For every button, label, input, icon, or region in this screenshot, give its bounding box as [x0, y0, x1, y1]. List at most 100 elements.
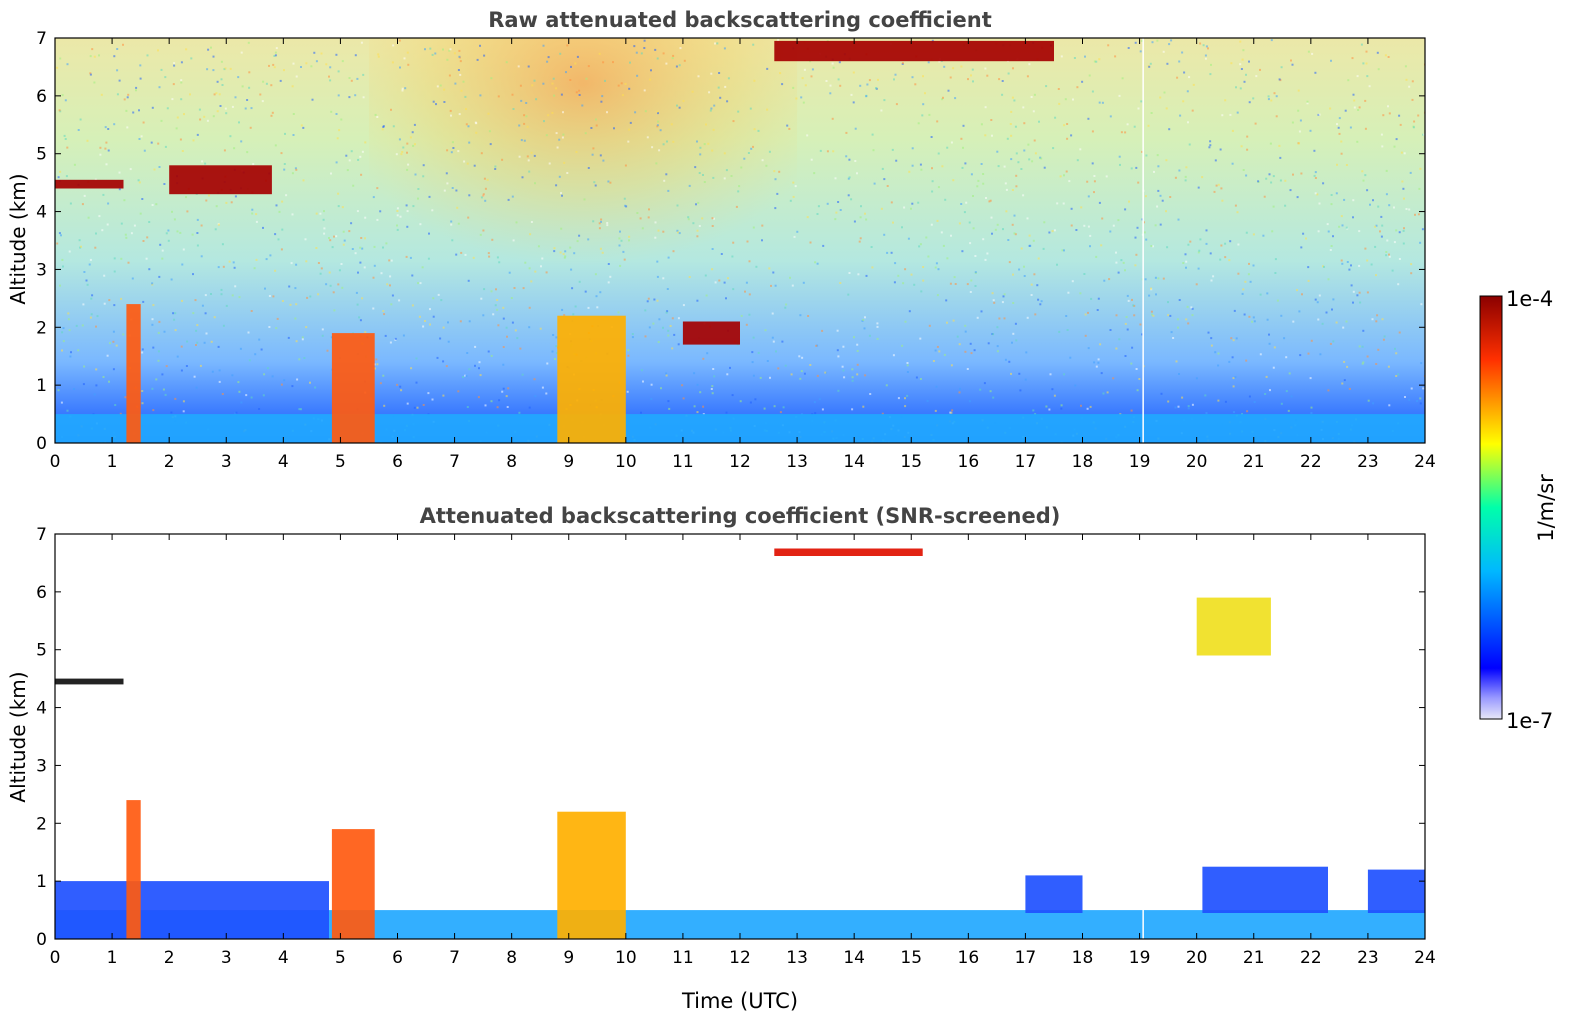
speckle-dot [563, 314, 566, 317]
speckle-dot [895, 159, 898, 162]
speckle-dot [539, 327, 542, 330]
speckle-dot [682, 304, 685, 307]
speckle-dot [924, 92, 926, 95]
speckle-dot [338, 129, 341, 132]
speckle-dot [1239, 63, 1242, 66]
speckle-dot [321, 334, 324, 337]
speckle-dot [599, 247, 602, 250]
speckle-dot [1103, 279, 1106, 282]
speckle-dot [1045, 405, 1048, 408]
speckle-dot [132, 111, 135, 114]
speckle-dot [922, 266, 925, 268]
speckle-dot [467, 125, 470, 128]
speckle-dot [1394, 347, 1396, 350]
speckle-dot [1032, 110, 1035, 113]
speckle-dot [1224, 99, 1227, 102]
speckle-dot [291, 85, 294, 88]
speckle-dot [711, 385, 714, 388]
speckle-dot [91, 48, 94, 51]
speckle-dot [163, 183, 166, 185]
speckle-dot [453, 52, 456, 55]
speckle-dot [1243, 80, 1246, 83]
speckle-dot [1154, 224, 1157, 227]
speckle-dot [1153, 170, 1155, 173]
speckle-dot [341, 286, 344, 289]
speckle-dot [607, 180, 610, 183]
speckle-dot [1177, 405, 1180, 408]
speckle-dot [1314, 298, 1317, 301]
speckle-dot [950, 364, 953, 367]
speckle-dot [374, 113, 377, 116]
speckle-dot [1167, 314, 1170, 317]
speckle-dot [446, 182, 449, 185]
speckle-dot [292, 62, 295, 65]
speckle-dot [1338, 132, 1341, 135]
speckle-dot [868, 334, 871, 337]
speckle-dot [1270, 39, 1273, 42]
speckle-dot [968, 221, 971, 224]
speckle-dot [1362, 62, 1365, 65]
speckle-dot [151, 387, 154, 390]
speckle-dot [164, 145, 167, 148]
speckle-dot [478, 367, 480, 370]
speckle-dot [1159, 194, 1162, 197]
speckle-dot [200, 255, 203, 258]
speckle-dot [175, 127, 178, 130]
speckle-dot [1330, 59, 1332, 62]
speckle-dot [1089, 234, 1092, 237]
speckle-dot [204, 312, 207, 315]
speckle-dot [904, 320, 907, 323]
speckle-dot [210, 340, 213, 343]
speckle-dot [502, 317, 505, 320]
speckle-dot [82, 383, 85, 386]
speckle-dot [467, 216, 470, 219]
speckle-dot [647, 216, 650, 219]
speckle-dot [530, 280, 533, 283]
speckle-dot [390, 259, 393, 262]
speckle-dot [1272, 205, 1275, 208]
speckle-dot [271, 375, 274, 378]
speckle-dot [262, 394, 265, 397]
speckle-dot [1345, 320, 1348, 323]
speckle-dot [1241, 58, 1244, 61]
speckle-dot [360, 237, 363, 239]
speckle-dot [1002, 295, 1005, 298]
speckle-dot [920, 168, 923, 171]
speckle-dot [748, 293, 751, 296]
speckle-dot [501, 390, 504, 393]
speckle-dot [305, 326, 308, 329]
speckle-dot [1176, 76, 1179, 79]
speckle-dot [558, 175, 561, 178]
speckle-dot [406, 151, 408, 154]
speckle-dot [1087, 347, 1090, 350]
speckle-dot [1008, 360, 1011, 363]
speckle-dot [545, 271, 548, 274]
speckle-dot [713, 217, 715, 220]
speckle-dot [325, 63, 328, 66]
speckle-dot [1183, 71, 1186, 74]
speckle-dot [486, 178, 489, 181]
speckle-dot [328, 237, 330, 239]
speckle-dot [705, 123, 707, 126]
speckle-dot [1346, 261, 1349, 263]
speckle-dot [1412, 126, 1415, 129]
speckle-dot [752, 43, 755, 46]
speckle-dot [1013, 232, 1016, 235]
speckle-dot [894, 73, 897, 76]
speckle-dot [148, 221, 151, 223]
speckle-dot [1136, 226, 1139, 229]
speckle-dot [952, 179, 955, 182]
speckle-dot [1012, 273, 1014, 276]
speckle-dot [930, 136, 933, 138]
speckle-dot [1063, 174, 1065, 177]
speckle-dot [1349, 126, 1352, 129]
speckle-dot [1220, 244, 1223, 247]
speckle-dot [1187, 405, 1190, 408]
speckle-dot [662, 143, 665, 146]
speckle-dot [894, 262, 897, 265]
speckle-dot [1185, 266, 1187, 269]
speckle-dot [723, 177, 726, 180]
speckle-dot [254, 353, 257, 356]
speckle-dot [139, 64, 142, 67]
speckle-dot [1314, 71, 1317, 74]
